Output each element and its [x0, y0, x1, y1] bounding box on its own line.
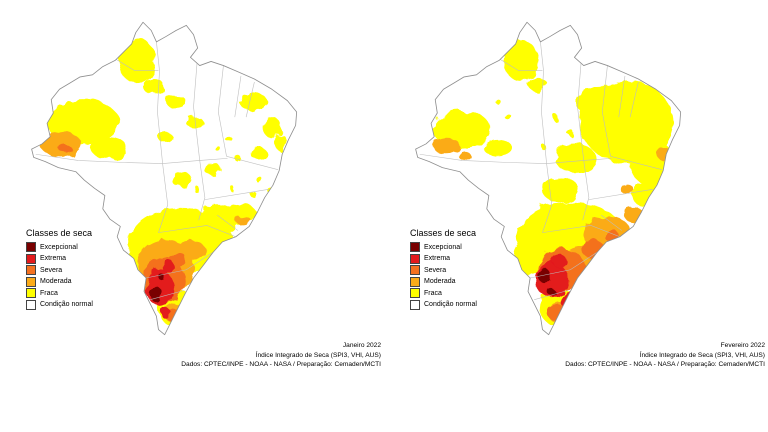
- legend-label: Severa: [424, 266, 447, 274]
- country-outline: [415, 21, 682, 336]
- legend-item: Severa: [26, 265, 93, 275]
- legend: Classes de seca Excepcional Extrema Seve…: [410, 228, 477, 311]
- map-area-fevereiro: [392, 14, 728, 344]
- country-fill: [31, 22, 297, 335]
- legend-item: Moderada: [410, 276, 477, 287]
- legend-swatch-fraca: [410, 288, 420, 298]
- legend-label: Excepcional: [424, 243, 462, 251]
- legend-title: Classes de seca: [26, 228, 93, 238]
- country-outline: [31, 21, 298, 336]
- legend-swatch-condicao-normal: [410, 299, 420, 310]
- legend-item: Excepcional: [410, 242, 477, 252]
- legend-swatch-excepcional: [410, 242, 420, 252]
- panel-janeiro: Classes de seca Excepcional Extrema Seve…: [8, 14, 381, 370]
- map-caption-janeiro: Janeiro 2022 Índice Integrado de Seca (S…: [181, 341, 381, 370]
- legend-swatch-extrema: [26, 253, 36, 264]
- legend-item: Moderada: [26, 276, 93, 287]
- legend-swatch-severa: [410, 265, 420, 275]
- legend-swatch-condicao-normal: [26, 299, 36, 310]
- legend-label: Fraca: [424, 289, 442, 297]
- brazil-drought-map-fevereiro: [415, 21, 682, 336]
- caption-month: Fevereiro 2022: [720, 342, 765, 350]
- legend-item: Extrema: [26, 253, 93, 264]
- legend-item: Severa: [410, 265, 477, 275]
- brazil-drought-map-janeiro: [31, 21, 298, 336]
- legend-swatch-moderada: [410, 276, 420, 287]
- layer-excepcional: [538, 268, 556, 297]
- state-borders: [35, 41, 279, 300]
- legend-label: Moderada: [40, 278, 72, 285]
- caption-month: Janeiro 2022: [342, 342, 381, 350]
- legend-label: Condição normal: [40, 301, 93, 308]
- panel-fevereiro: Classes de seca Excepcional Extrema Seve…: [384, 0, 768, 432]
- legend-label: Severa: [40, 266, 63, 274]
- drought-layers-fevereiro: [419, 39, 676, 327]
- legend-swatch-excepcional: [26, 242, 36, 252]
- legend-item: Excepcional: [26, 242, 93, 252]
- caption-credits: Dados: CPTEC/INPE - NOAA - NASA / Prepar…: [565, 361, 765, 369]
- map-area-janeiro: [8, 14, 344, 344]
- legend-label: Extrema: [424, 255, 451, 262]
- legend-item: Fraca: [26, 288, 93, 298]
- legend-swatch-fraca: [26, 288, 36, 298]
- legend-swatch-extrema: [410, 253, 420, 264]
- legend-label: Fraca: [40, 289, 58, 297]
- caption-credits: Dados: CPTEC/INPE - NOAA - NASA / Prepar…: [181, 361, 381, 369]
- legend: Classes de seca Excepcional Extrema Seve…: [26, 228, 93, 311]
- legend-item: Condição normal: [26, 299, 93, 310]
- legend-label: Condição normal: [424, 301, 477, 308]
- legend-item: Extrema: [410, 253, 477, 264]
- map-caption-fevereiro: Fevereiro 2022 Índice Integrado de Seca …: [565, 341, 765, 370]
- legend-title: Classes de seca: [410, 228, 477, 238]
- caption-index: Índice Integrado de Seca (SPI3, VHI, AUS…: [639, 351, 765, 359]
- state-borders: [419, 41, 663, 300]
- legend-swatch-moderada: [26, 276, 36, 287]
- caption-index: Índice Integrado de Seca (SPI3, VHI, AUS…: [255, 351, 381, 359]
- legend-item: Condição normal: [410, 299, 477, 310]
- legend-swatch-severa: [26, 265, 36, 275]
- legend-label: Moderada: [424, 278, 456, 285]
- legend-label: Excepcional: [40, 243, 78, 251]
- legend-item: Fraca: [410, 288, 477, 298]
- legend-label: Extrema: [40, 255, 67, 262]
